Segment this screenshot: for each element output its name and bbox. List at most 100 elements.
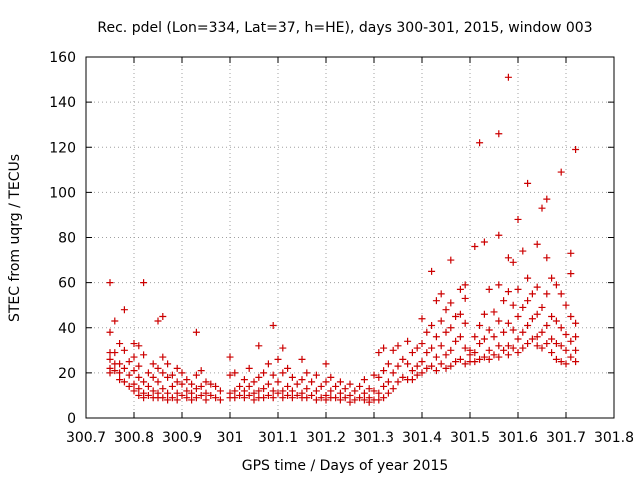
data-point <box>298 376 306 384</box>
data-point <box>207 391 215 399</box>
data-point <box>192 371 200 379</box>
data-point <box>312 396 320 404</box>
data-point <box>394 378 402 386</box>
data-point <box>279 387 287 395</box>
data-point <box>370 387 378 395</box>
data-point <box>461 281 469 289</box>
data-point <box>317 382 325 390</box>
data-point <box>149 387 157 395</box>
data-point <box>442 328 450 336</box>
data-point <box>557 290 565 298</box>
data-point <box>274 389 282 397</box>
data-point <box>519 247 527 255</box>
data-point <box>476 355 484 363</box>
data-point <box>245 364 253 372</box>
data-point <box>432 297 440 305</box>
data-point <box>524 297 532 305</box>
data-point <box>308 391 316 399</box>
data-point <box>447 299 455 307</box>
data-point <box>197 391 205 399</box>
data-point <box>380 394 388 402</box>
data-point <box>476 321 484 329</box>
data-point <box>442 364 450 372</box>
data-point <box>346 398 354 406</box>
data-point <box>394 342 402 350</box>
data-point <box>341 385 349 393</box>
data-point <box>164 373 172 381</box>
data-point <box>236 391 244 399</box>
data-point <box>466 351 474 359</box>
data-point <box>495 353 503 361</box>
data-point <box>375 389 383 397</box>
data-point <box>197 382 205 390</box>
data-point <box>140 279 148 287</box>
data-point <box>524 321 532 329</box>
plot-frame <box>85 56 615 419</box>
data-point <box>480 353 488 361</box>
data-point <box>408 367 416 375</box>
data-point <box>159 312 167 320</box>
data-point <box>159 353 167 361</box>
data-point <box>360 389 368 397</box>
data-point <box>303 394 311 402</box>
data-point <box>264 391 272 399</box>
data-point <box>288 394 296 402</box>
data-point <box>480 310 488 318</box>
data-point <box>106 369 114 377</box>
data-point <box>509 326 517 334</box>
axis-ticks: 300.7 300.8 300.9 301 301.1 301.2 301.3 301.4 30… <box>49 50 634 446</box>
data-point <box>375 349 383 357</box>
data-point <box>336 378 344 386</box>
data-point <box>399 373 407 381</box>
data-point <box>178 391 186 399</box>
data-point <box>504 73 512 81</box>
data-point <box>567 270 575 278</box>
data-point <box>178 380 186 388</box>
data-point <box>528 290 536 298</box>
data-point <box>533 333 541 341</box>
data-point <box>528 335 536 343</box>
x-tick-label: 301.1 <box>258 430 298 446</box>
data-point <box>413 371 421 379</box>
data-point <box>394 362 402 370</box>
data-point <box>504 319 512 327</box>
data-point <box>173 396 181 404</box>
data-point <box>485 355 493 363</box>
data-point <box>538 204 546 212</box>
data-point <box>428 321 436 329</box>
data-point <box>360 396 368 404</box>
data-point <box>226 371 234 379</box>
data-point <box>504 342 512 350</box>
data-point <box>567 312 575 320</box>
data-point <box>173 389 181 397</box>
data-point <box>188 396 196 404</box>
data-point <box>404 337 412 345</box>
data-point <box>418 315 426 323</box>
data-point <box>116 376 124 384</box>
y-tick-label: 80 <box>58 231 76 247</box>
data-point <box>423 364 431 372</box>
data-point <box>346 391 354 399</box>
x-tick-label: 300.9 <box>162 430 202 446</box>
data-point <box>202 389 210 397</box>
data-point <box>524 340 532 348</box>
data-point <box>231 369 239 377</box>
data-point <box>485 346 493 354</box>
data-point <box>375 373 383 381</box>
data-point <box>514 349 522 357</box>
data-point <box>173 378 181 386</box>
data-point <box>495 231 503 239</box>
data-point <box>384 378 392 386</box>
data-point <box>322 378 330 386</box>
data-point <box>500 328 508 336</box>
data-point <box>476 340 484 348</box>
data-point <box>207 380 215 388</box>
data-point <box>399 355 407 363</box>
data-point <box>144 382 152 390</box>
data-point <box>495 317 503 325</box>
data-point <box>437 317 445 325</box>
data-point <box>476 139 484 147</box>
data-point <box>264 360 272 368</box>
data-point <box>389 346 397 354</box>
